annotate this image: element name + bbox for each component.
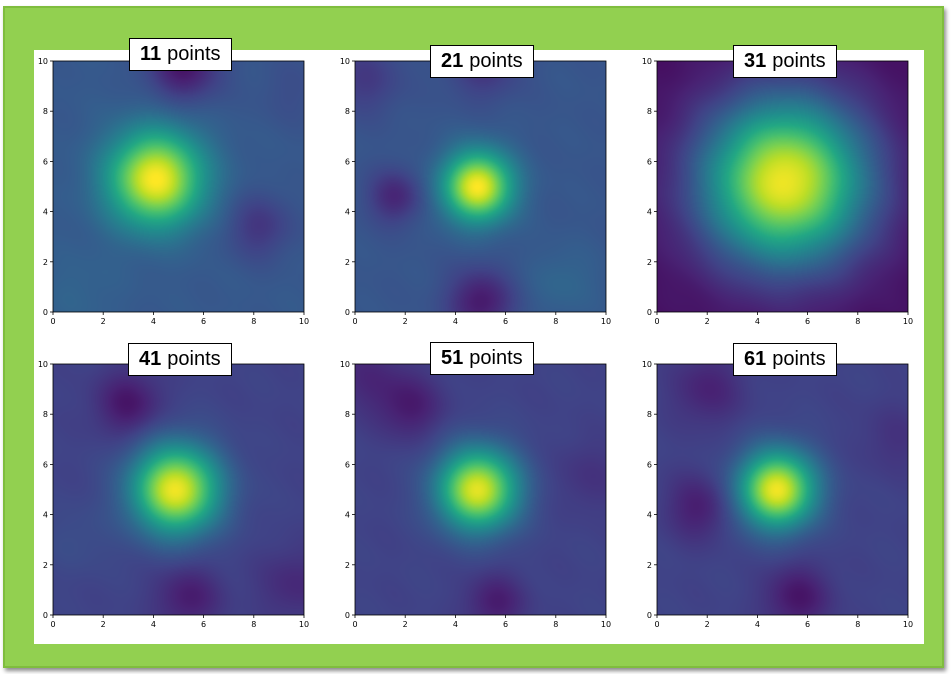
y-tick-label: 0 <box>647 611 652 620</box>
y-tick-label: 4 <box>43 208 48 217</box>
panel-title-unit: points <box>167 348 221 370</box>
panel-title: 21 points <box>430 45 534 78</box>
x-tick-label: 4 <box>151 620 156 629</box>
x-tick-label: 10 <box>903 317 913 326</box>
x-tick-label: 2 <box>403 317 408 326</box>
y-tick-label: 10 <box>38 360 48 369</box>
x-tick-label: 8 <box>251 317 256 326</box>
heatmap-field <box>657 364 908 615</box>
panel-title: 61 points <box>733 343 837 376</box>
y-tick-label: 10 <box>642 360 652 369</box>
x-tick-label: 10 <box>299 620 309 629</box>
x-tick-label: 10 <box>903 620 913 629</box>
x-tick-label: 0 <box>352 317 357 326</box>
y-tick-label: 8 <box>345 410 350 419</box>
x-tick-label: 6 <box>503 620 508 629</box>
x-tick-label: 4 <box>453 620 458 629</box>
x-tick-label: 8 <box>553 317 558 326</box>
y-tick-label: 8 <box>345 107 350 116</box>
y-tick-label: 0 <box>647 308 652 317</box>
x-tick-label: 0 <box>352 620 357 629</box>
y-tick-label: 10 <box>340 360 350 369</box>
x-tick-label: 6 <box>201 620 206 629</box>
y-tick-label: 2 <box>43 258 48 267</box>
y-tick-label: 2 <box>647 561 652 570</box>
y-tick-label: 6 <box>43 157 48 166</box>
y-tick-label: 8 <box>647 107 652 116</box>
y-tick-label: 4 <box>43 511 48 520</box>
heatmap-field <box>53 61 304 312</box>
x-tick-label: 10 <box>601 317 611 326</box>
heatmap-field <box>657 61 908 312</box>
x-tick-label: 8 <box>855 317 860 326</box>
x-tick-label: 2 <box>101 317 106 326</box>
panel-title-number: 11 <box>140 43 162 65</box>
panel-title-number: 31 <box>744 50 767 72</box>
y-tick-label: 6 <box>647 157 652 166</box>
panel-title-unit: points <box>167 43 221 65</box>
panel-title-unit: points <box>469 50 523 72</box>
heatmap-field <box>355 364 606 615</box>
panel-title-number: 51 <box>441 347 464 369</box>
x-tick-label: 6 <box>201 317 206 326</box>
panel-title: 51 points <box>430 342 534 375</box>
y-tick-label: 0 <box>43 308 48 317</box>
y-tick-label: 2 <box>647 258 652 267</box>
heatmap-field <box>355 61 606 312</box>
y-tick-label: 6 <box>345 157 350 166</box>
plot-frame <box>656 363 909 616</box>
y-tick-label: 2 <box>43 561 48 570</box>
heatmap-field <box>53 364 304 615</box>
panel-title-number: 61 <box>744 348 767 370</box>
x-tick-label: 6 <box>805 317 810 326</box>
x-tick-label: 4 <box>453 317 458 326</box>
panel-title: 41 points <box>128 343 232 376</box>
y-tick-label: 2 <box>345 561 350 570</box>
panel-title: 11 points <box>129 38 232 71</box>
x-tick-label: 4 <box>755 620 760 629</box>
y-tick-label: 0 <box>43 611 48 620</box>
y-tick-label: 4 <box>647 208 652 217</box>
y-tick-label: 10 <box>340 57 350 66</box>
panel-title-unit: points <box>469 347 523 369</box>
y-tick-label: 6 <box>345 460 350 469</box>
x-tick-label: 0 <box>654 317 659 326</box>
y-tick-label: 10 <box>38 57 48 66</box>
x-tick-label: 8 <box>553 620 558 629</box>
y-tick-label: 2 <box>345 258 350 267</box>
x-tick-label: 2 <box>705 317 710 326</box>
y-tick-label: 4 <box>345 511 350 520</box>
panel-title-number: 21 <box>441 50 464 72</box>
y-tick-label: 6 <box>647 460 652 469</box>
x-tick-label: 2 <box>403 620 408 629</box>
x-tick-label: 6 <box>805 620 810 629</box>
panel-title-unit: points <box>772 348 826 370</box>
x-tick-label: 0 <box>50 620 55 629</box>
x-tick-label: 4 <box>755 317 760 326</box>
x-tick-label: 0 <box>50 317 55 326</box>
y-tick-label: 4 <box>647 511 652 520</box>
y-tick-label: 6 <box>43 460 48 469</box>
x-tick-label: 8 <box>251 620 256 629</box>
y-tick-label: 0 <box>345 308 350 317</box>
x-tick-label: 0 <box>654 620 659 629</box>
x-tick-label: 8 <box>855 620 860 629</box>
y-tick-label: 0 <box>345 611 350 620</box>
y-tick-label: 4 <box>345 208 350 217</box>
y-tick-label: 8 <box>43 410 48 419</box>
panel-title-unit: points <box>772 50 826 72</box>
x-tick-label: 10 <box>601 620 611 629</box>
y-tick-label: 10 <box>642 57 652 66</box>
y-tick-label: 8 <box>647 410 652 419</box>
panel-title: 31 points <box>733 45 837 78</box>
x-tick-label: 10 <box>299 317 309 326</box>
panel-title-number: 41 <box>139 348 162 370</box>
x-tick-label: 6 <box>503 317 508 326</box>
y-tick-label: 8 <box>43 107 48 116</box>
x-tick-label: 4 <box>151 317 156 326</box>
x-tick-label: 2 <box>101 620 106 629</box>
x-tick-label: 2 <box>705 620 710 629</box>
